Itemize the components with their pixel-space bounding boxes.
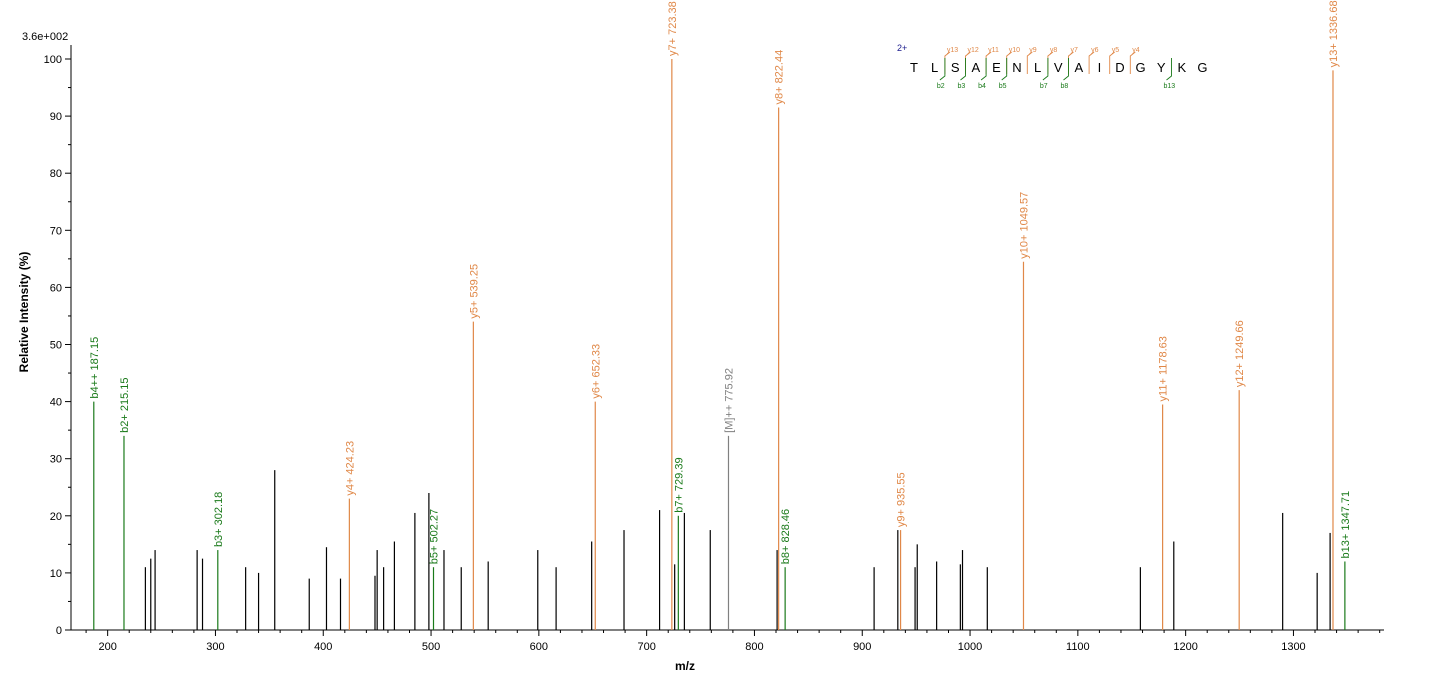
peak-labels: b4++ 187.15 b2+ 215.15 b3+ 302.18 y4+ 424.2…	[89, 0, 1352, 564]
sequence-residue: S	[951, 60, 960, 75]
x-tick-label: 700	[637, 641, 655, 653]
max-intensity-label: 3.6e+002	[22, 31, 68, 43]
y-cleavage-mark	[1129, 51, 1136, 74]
y-tick-label: 0	[56, 625, 62, 637]
x-tick-label: 500	[422, 641, 440, 653]
b-cleavage-mark	[1042, 58, 1049, 81]
y-cleavage-mark	[944, 51, 951, 74]
y-tick-label: 80	[50, 168, 62, 180]
y-tick-label: 60	[50, 282, 62, 294]
sequence-residue: D	[1115, 60, 1124, 75]
y-axis-title: Relative Intensity (%)	[17, 252, 31, 373]
x-tick-label: 1300	[1281, 641, 1305, 653]
b-ion-label: b7	[1040, 83, 1048, 90]
y-cleavage-mark	[1088, 51, 1095, 74]
y-cleavage-mark	[1068, 51, 1074, 74]
sequence-residue: T	[910, 60, 918, 75]
x-tick-label: 400	[314, 641, 332, 653]
x-axis-title: m/z	[675, 659, 695, 673]
sequence-residue: I	[1098, 60, 1102, 75]
b-cleavage-mark	[980, 58, 987, 81]
sequence-residue: E	[992, 60, 1001, 75]
sequence-charge: 2+	[897, 43, 907, 53]
y-cleavage-mark	[1026, 51, 1033, 74]
y-ion-label: y10	[1009, 47, 1020, 54]
b-ion-label: b2	[937, 83, 945, 90]
peak-label: b4++ 187.15	[89, 337, 101, 399]
sequence-residue: A	[1074, 60, 1083, 75]
b-ion-label: b13	[1164, 83, 1176, 90]
y-tick-label: 30	[50, 454, 62, 466]
y-tick-label: 100	[44, 54, 62, 66]
y-cleavage-mark	[1047, 51, 1054, 74]
sequence-residue: L	[931, 60, 938, 75]
peak-label: y12+ 1249.66	[1234, 320, 1246, 387]
peak-label: y5+ 539.25	[468, 264, 480, 319]
peak-label: b13+ 1347.71	[1340, 491, 1352, 559]
spectrum-peaks	[93, 59, 1346, 630]
sequence-residue: N	[1012, 60, 1021, 75]
x-tick-label: 300	[206, 641, 224, 653]
y-ion-label: y4	[1132, 47, 1140, 54]
x-tick-label: 800	[745, 641, 763, 653]
y-tick-label: 10	[50, 568, 62, 580]
peak-label: b5+ 502.27	[428, 509, 440, 564]
b-ion-label: b3	[958, 83, 966, 90]
y-cleavage-mark	[1006, 51, 1012, 74]
y-cleavage-mark	[985, 51, 992, 74]
y-tick-label: 20	[50, 511, 62, 523]
peak-label: [M]++ 775.92	[723, 368, 735, 433]
x-tick-label: 600	[530, 641, 548, 653]
b-cleavage-mark	[1063, 58, 1069, 81]
y-ion-label: y13	[947, 47, 958, 54]
axis-ticks: 0 10 20 30 40 50 60 70 80 90 100 200 300 400 500 600 700…	[44, 54, 1381, 653]
x-tick-label: 200	[98, 641, 116, 653]
peak-label: b2+ 215.15	[119, 377, 131, 432]
y-ion-label: y9	[1029, 47, 1037, 54]
x-tick-label: 900	[853, 641, 871, 653]
x-tick-label: 1200	[1173, 641, 1197, 653]
b-cleavage-mark	[1001, 58, 1008, 81]
y-tick-label: 70	[50, 225, 62, 237]
peak-label: y6+ 652.33	[590, 344, 602, 399]
b-ion-label: b5	[999, 83, 1007, 90]
peak-label: y13+ 1336.68	[1328, 0, 1340, 67]
b-cleavage-mark	[1166, 58, 1172, 81]
peak-label: y8+ 822.44	[774, 50, 786, 105]
y-ion-label: y6	[1091, 47, 1099, 54]
sequence-residue: G	[1136, 60, 1146, 75]
sequence-residue: Y	[1157, 60, 1166, 75]
peak-label: y7+ 723.38	[667, 1, 679, 56]
y-ion-label: y5	[1112, 47, 1120, 54]
sequence-residue: G	[1197, 60, 1207, 75]
b-cleavage-mark	[960, 58, 966, 81]
y-tick-label: 40	[50, 397, 62, 409]
y-tick-label: 90	[50, 111, 62, 123]
x-tick-label: 1000	[958, 641, 982, 653]
x-tick-label: 1100	[1066, 641, 1090, 653]
peak-label: y10+ 1049.57	[1018, 192, 1030, 259]
y-ion-label: y8	[1050, 47, 1058, 54]
sequence-residue: V	[1054, 60, 1063, 75]
peak-label: y9+ 935.55	[896, 472, 908, 527]
sequence-residue: A	[971, 60, 980, 75]
b-cleavage-mark	[939, 58, 946, 81]
peak-label: y11+ 1178.63	[1158, 336, 1170, 401]
y-cleavage-mark	[965, 51, 971, 74]
peak-label: b8+ 828.46	[780, 509, 792, 564]
peak-label: b3+ 302.18	[213, 492, 225, 547]
sequence-residue: K	[1177, 60, 1186, 75]
y-ion-label: y12	[968, 47, 979, 54]
y-ion-label: y11	[988, 47, 999, 54]
b-ion-label: b8	[1061, 83, 1069, 90]
peak-label: b7+ 729.39	[673, 457, 685, 512]
y-ion-label: y7	[1071, 47, 1079, 54]
y-cleavage-mark	[1109, 51, 1115, 74]
sequence-residue: L	[1034, 60, 1041, 75]
peak-label: y4+ 424.23	[344, 441, 356, 496]
b-ion-label: b4	[978, 83, 986, 90]
y-tick-label: 50	[50, 340, 62, 352]
